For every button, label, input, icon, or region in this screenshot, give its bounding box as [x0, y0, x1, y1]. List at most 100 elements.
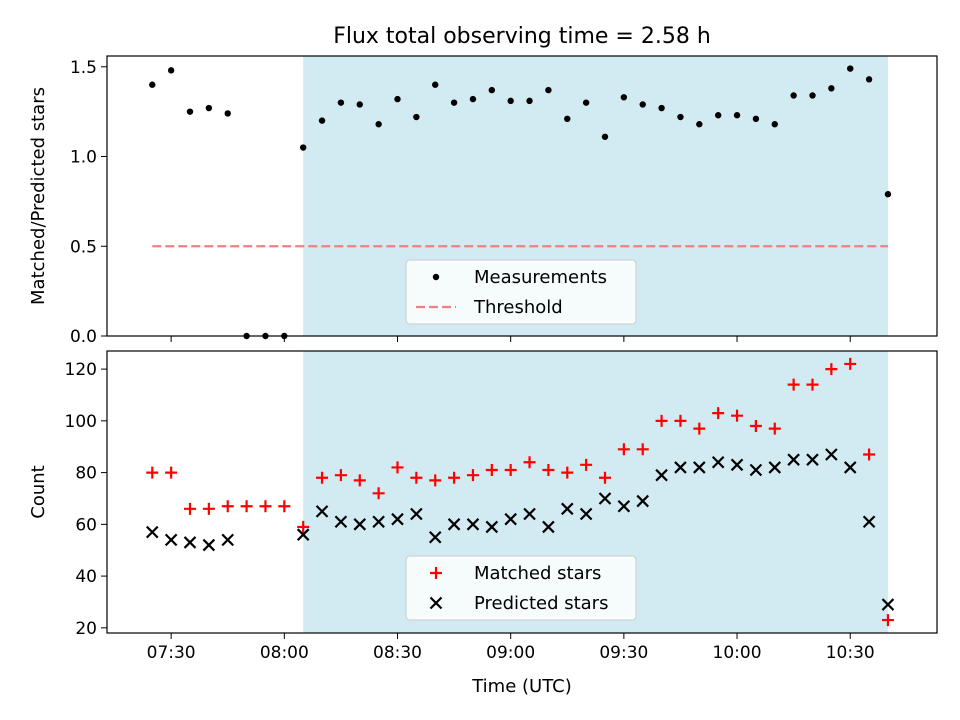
measurement-point: [865, 76, 873, 83]
predicted-star-point: [598, 492, 612, 505]
matched-star-point: [561, 466, 574, 479]
matched-star-point: [825, 363, 838, 376]
predicted-star-point: [749, 463, 763, 477]
matched-star-point: [674, 414, 687, 427]
matched-star-point: [466, 469, 479, 482]
measurement-point: [149, 81, 156, 88]
matched-star-point: [636, 443, 649, 456]
matched-star-point: [504, 464, 517, 477]
measurement-point: [469, 95, 477, 103]
matched-star-point: [410, 471, 423, 484]
legend-label: Predicted stars: [474, 593, 608, 614]
x-tick-label: 08:00: [260, 643, 309, 663]
measurement-point: [639, 101, 646, 108]
measurement-point: [564, 115, 571, 123]
matched-star-point: [768, 422, 781, 435]
matched-star-point: [334, 469, 347, 482]
y-tick-label: 80: [75, 464, 97, 484]
matched-star-point: [146, 466, 159, 479]
measurement-point: [167, 67, 175, 74]
predicted-star-point: [636, 494, 650, 508]
measurement-point: [809, 92, 816, 99]
measurement-point: [450, 99, 458, 106]
x-axis-label: Time (UTC): [471, 676, 572, 697]
measurement-point: [224, 110, 231, 117]
predicted-star-point: [221, 533, 235, 547]
y-axis-label: Count: [28, 465, 49, 518]
y-tick-label: 0.5: [70, 237, 97, 257]
predicted-star-point: [315, 505, 329, 518]
predicted-star-point: [466, 518, 480, 531]
predicted-star-point: [843, 461, 857, 474]
matched-star-point: [523, 456, 536, 469]
matched-star-point: [202, 502, 215, 515]
matched-star-point: [391, 461, 404, 474]
matched-star-point: [712, 407, 725, 420]
measurement-point: [790, 92, 797, 99]
predicted-star-point: [768, 461, 782, 474]
measurement-point: [620, 94, 628, 101]
y-tick-label: 60: [75, 515, 97, 535]
predicted-star-point: [655, 468, 668, 482]
measurement-point: [828, 85, 835, 92]
measurement-point: [847, 65, 854, 72]
axes-frame: [106, 55, 938, 337]
predicted-star-point: [542, 520, 555, 534]
y-tick-label: 40: [75, 567, 97, 587]
measurement-point: [771, 121, 778, 128]
matched-star-point: [731, 409, 744, 422]
predicted-star-point: [881, 598, 895, 611]
matched-star-point: [881, 614, 894, 627]
bottom-panel: 20 40 60 80 100 120 07:30 08:00 08:30 09:00 09:30 1…: [28, 350, 938, 663]
predicted-star-point: [372, 515, 385, 529]
matched-star-point: [221, 500, 234, 513]
measurement-point: [884, 191, 892, 198]
predicted-star-point: [806, 453, 819, 466]
measurement-point: [432, 81, 439, 88]
matched-star-point: [599, 471, 611, 484]
measurement-point: [526, 97, 533, 105]
x-tick-label: 09:00: [486, 643, 535, 663]
measurement-point: [488, 86, 496, 94]
matched-star-point: [353, 474, 366, 487]
predicted-star-point: [410, 507, 423, 521]
legend-measurement-marker: [432, 273, 440, 281]
matched-star-point: [485, 464, 498, 477]
matched-star-point: [806, 378, 819, 391]
top-panel: 0.0 0.5 1.0 1.5 Matched/Predicted stars Measu…: [28, 55, 938, 347]
matched-star-point: [693, 422, 706, 435]
predicted-star-point: [693, 461, 706, 474]
legend-label: Matched stars: [474, 563, 601, 584]
matched-star-point: [240, 500, 253, 513]
measurement-point: [658, 104, 665, 112]
x-tick-label: 10:30: [826, 643, 875, 663]
matched-star-point: [372, 487, 385, 500]
predicted-star-point: [296, 528, 310, 541]
matched-star-point: [429, 474, 442, 487]
measurement-point: [752, 115, 760, 123]
predicted-star-point: [485, 520, 499, 534]
matched-star-point: [655, 414, 668, 427]
matched-star-point: [448, 471, 461, 484]
legend-predicted-marker: [429, 596, 443, 610]
matched-star-point: [863, 448, 876, 461]
predicted-star-point: [183, 536, 197, 549]
predicted-star-point: [391, 512, 404, 526]
measurement-point: [394, 95, 401, 103]
measurement-point: [601, 133, 609, 140]
y-tick-label: 20: [75, 619, 97, 639]
predicted-star-point: [787, 453, 800, 466]
measurement-point: [545, 86, 552, 94]
y-tick-label: 1.5: [70, 58, 97, 78]
x-tick-label: 07:30: [147, 643, 196, 663]
measurement-point: [582, 99, 590, 106]
measurement-point: [299, 144, 307, 151]
measurement-point: [696, 121, 703, 128]
predicted-star-point: [674, 461, 687, 474]
matched-star-point: [184, 502, 196, 515]
y-tick-label: 100: [65, 412, 97, 432]
matched-star-point: [749, 420, 762, 433]
axes-frame: [106, 350, 938, 634]
matched-star-point: [580, 458, 593, 471]
